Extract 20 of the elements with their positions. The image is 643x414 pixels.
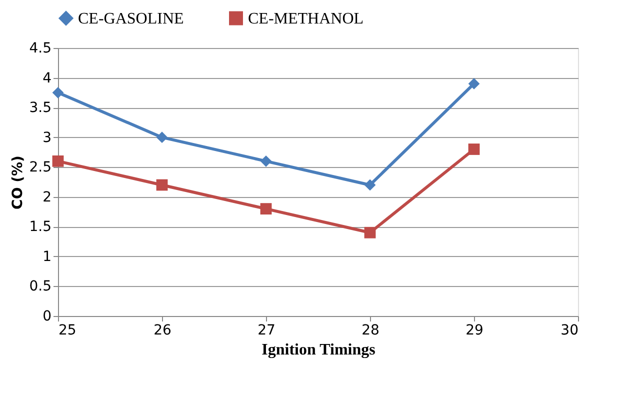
legend-label: CE-METHANOL	[248, 10, 364, 28]
x-tick-label: 25	[58, 322, 76, 338]
y-tick-label: 1.5	[29, 219, 52, 236]
y-tick-label: 3	[42, 130, 52, 146]
y-tick-label: 4	[42, 70, 52, 86]
x-tick-label: 30	[560, 322, 578, 338]
y-tick-label: 4.5	[29, 40, 52, 56]
x-tick-label: 29	[466, 322, 484, 338]
x-axis-title: Ignition Timings	[262, 342, 376, 358]
x-tick-label: 28	[362, 322, 380, 338]
y-tick-label: 0	[42, 308, 52, 324]
y-tick-label: 1	[42, 248, 52, 265]
x-tick-label: 26	[154, 322, 172, 338]
y-tick-label: 3.5	[29, 100, 52, 116]
y-tick-label: 2.5	[29, 160, 52, 176]
x-tick-label: 27	[258, 322, 276, 338]
y-tick-label: 2	[42, 189, 52, 206]
legend-label: CE-GASOLINE	[78, 10, 184, 28]
y-axis-title: CO (%)	[10, 156, 26, 210]
y-tick-label: 0.5	[29, 278, 52, 295]
